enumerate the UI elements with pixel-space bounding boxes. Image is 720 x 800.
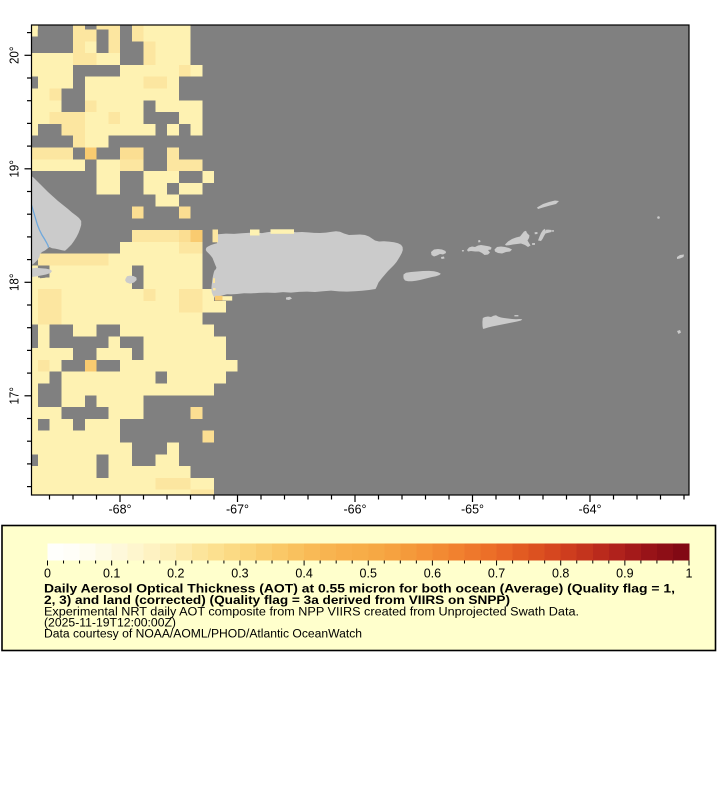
svg-text:20°: 20° xyxy=(7,47,22,65)
svg-text:-67°: -67° xyxy=(226,502,249,517)
svg-text:-68°: -68° xyxy=(109,502,132,517)
svg-text:Data courtesy of NOAA/AOML/PHO: Data courtesy of NOAA/AOML/PHOD/Atlantic… xyxy=(44,629,362,641)
svg-text:0.2: 0.2 xyxy=(167,567,184,581)
svg-text:0.7: 0.7 xyxy=(488,567,505,581)
svg-text:0.1: 0.1 xyxy=(103,567,120,581)
svg-text:17°: 17° xyxy=(7,387,22,405)
svg-text:0.6: 0.6 xyxy=(424,567,441,581)
svg-text:-65°: -65° xyxy=(461,502,484,517)
svg-text:0: 0 xyxy=(44,567,51,581)
svg-text:-64°: -64° xyxy=(579,502,602,517)
svg-text:0.4: 0.4 xyxy=(295,567,312,581)
svg-text:0.9: 0.9 xyxy=(616,567,633,581)
svg-text:Daily Aerosol Optical Thicknes: Daily Aerosol Optical Thickness (AOT) at… xyxy=(44,582,675,596)
svg-text:0.5: 0.5 xyxy=(360,567,377,581)
svg-text:Experimental NRT daily AOT com: Experimental NRT daily AOT composite fro… xyxy=(44,607,579,619)
svg-text:0.8: 0.8 xyxy=(552,567,569,581)
svg-text:0.3: 0.3 xyxy=(231,567,248,581)
svg-text:19°: 19° xyxy=(7,160,22,178)
svg-text:-66°: -66° xyxy=(344,502,367,517)
svg-text:2, 3) and land (corrected) (Qu: 2, 3) and land (corrected) (Quality flag… xyxy=(44,593,510,607)
svg-text:18°: 18° xyxy=(7,274,22,292)
svg-text:(2025-11-19T12:00:00Z): (2025-11-19T12:00:00Z) xyxy=(44,618,176,630)
svg-text:1: 1 xyxy=(686,567,693,581)
